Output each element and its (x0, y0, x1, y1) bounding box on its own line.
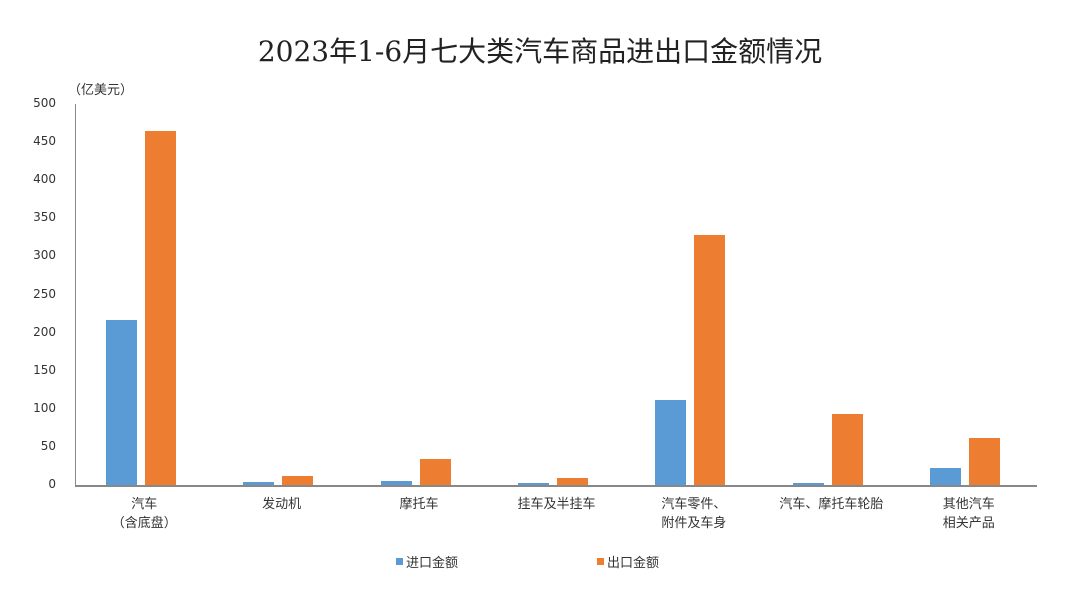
legend-label-export: 出口金额 (607, 556, 660, 571)
y-tick-label: 150 (33, 362, 56, 377)
legend-item-export: 出口金额 (597, 552, 659, 571)
x-tick-label-line: 汽车、摩托车轮胎 (779, 497, 884, 512)
export-bar (694, 235, 726, 485)
y-tick-label: 200 (33, 324, 56, 339)
y-tick-label: 350 (33, 210, 56, 225)
x-tick-label-line: 发动机 (262, 497, 302, 512)
x-tick-label-line: 相关产品 (942, 516, 995, 531)
x-tick-label: 其他汽车 相关产品 (900, 495, 1037, 533)
y-tick-label: 500 (33, 96, 56, 110)
y-tick-label: 50 (40, 438, 56, 453)
y-tick-label: 250 (33, 286, 56, 301)
export-bar (144, 130, 176, 485)
y-tick-label: 400 (33, 172, 56, 187)
y-axis-line (75, 104, 76, 485)
import-bar (655, 399, 687, 485)
x-tick-label: 汽车 （含底盘） (76, 495, 213, 533)
y-tick-label: 100 (33, 400, 56, 415)
x-tick-label-line: 汽车零件、 (661, 497, 727, 512)
legend-swatch-import (396, 558, 403, 565)
legend-swatch-export (597, 558, 604, 565)
x-axis-line (75, 485, 1037, 487)
export-bar (282, 475, 314, 485)
y-tick-label: 450 (33, 134, 56, 149)
export-bar (557, 478, 588, 485)
import-bar (105, 320, 137, 485)
x-tick-label-line: 其他汽车 (942, 497, 995, 512)
x-tick-label-line: （含底盘） (111, 516, 177, 531)
legend-label-import: 进口金额 (406, 556, 459, 571)
x-tick-label: 摩托车 (351, 495, 488, 514)
y-tick-label: 0 (48, 477, 56, 491)
x-tick-label-line: 附件及车身 (661, 516, 727, 531)
x-tick-label: 挂车及半挂车 (488, 495, 625, 514)
import-bar (930, 468, 962, 485)
export-bar (831, 414, 863, 485)
x-tick-label-line: 挂车及半挂车 (517, 497, 596, 512)
y-tick-label: 300 (33, 248, 56, 263)
x-tick-label: 汽车、摩托车轮胎 (763, 495, 900, 514)
x-tick-label: 汽车零件、附件及车身 (625, 495, 762, 533)
x-tick-label-line: 摩托车 (399, 497, 439, 512)
y-axis-unit: （亿美元） (68, 83, 134, 98)
import-bar (243, 481, 275, 485)
legend-item-import: 进口金额 (396, 552, 458, 571)
x-tick-label-line: 汽车 (131, 497, 158, 512)
import-bar (792, 483, 824, 485)
chart-title: 2023年1-6月七大类汽车商品进出口金额情况 (257, 35, 823, 68)
export-bar (969, 437, 1001, 485)
import-bar (518, 483, 549, 485)
export-bar (419, 459, 451, 485)
import-bar (380, 481, 412, 485)
x-tick-label: 发动机 (213, 495, 350, 514)
